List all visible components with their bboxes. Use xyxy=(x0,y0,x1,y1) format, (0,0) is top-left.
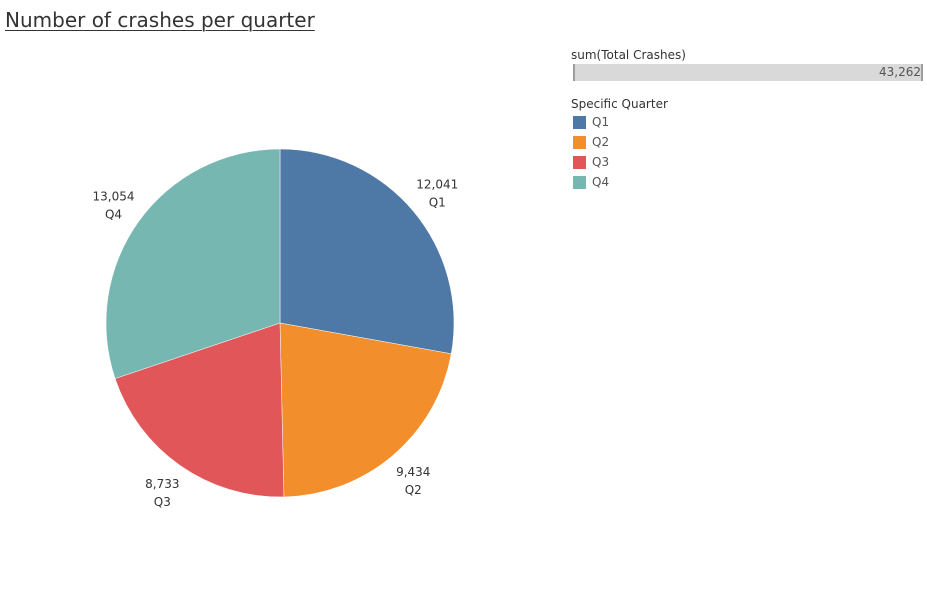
slice-category-label: Q2 xyxy=(405,483,422,497)
legend-swatch xyxy=(573,135,586,149)
legend-item-q2[interactable]: Q2 xyxy=(573,132,668,152)
slice-category-label: Q1 xyxy=(429,195,446,209)
slice-value-label: 9,434 xyxy=(396,465,430,479)
slice-category-label: Q3 xyxy=(154,495,171,509)
legend-swatch xyxy=(573,175,586,189)
pie-slice-q2[interactable] xyxy=(279,322,452,498)
size-legend: sum(Total Crashes) 43,262 xyxy=(571,47,925,81)
size-legend-bar: 43,262 xyxy=(573,64,923,81)
legend-label: Q2 xyxy=(592,135,610,149)
pie-slice-q1[interactable] xyxy=(279,148,455,355)
color-legend-items: Q1 Q2 Q3 Q4 xyxy=(571,112,668,192)
legend-item-q4[interactable]: Q4 xyxy=(573,172,668,192)
color-legend-title: Specific Quarter xyxy=(571,97,668,111)
pie-slices xyxy=(105,148,455,498)
legend-label: Q4 xyxy=(592,175,610,189)
size-legend-title: sum(Total Crashes) xyxy=(571,48,686,62)
chart-title: Number of crashes per quarter xyxy=(5,8,315,32)
slice-value-label: 8,733 xyxy=(145,477,179,491)
size-legend-total: 43,262 xyxy=(879,65,921,79)
pie-slice-q3[interactable] xyxy=(114,322,285,498)
pie-labels: 12,041 Q1 9,434 Q2 8,733 Q3 13,054 Q4 xyxy=(92,177,458,508)
legend-swatch xyxy=(573,155,586,169)
legend-label: Q3 xyxy=(592,155,610,169)
slice-value-label: 13,054 xyxy=(92,189,134,203)
legend-swatch xyxy=(573,115,586,129)
legend-item-q3[interactable]: Q3 xyxy=(573,152,668,172)
legend-item-q1[interactable]: Q1 xyxy=(573,112,668,132)
slice-category-label: Q4 xyxy=(105,207,122,221)
legend-label: Q1 xyxy=(592,115,610,129)
color-legend: Specific Quarter Q1 Q2 Q3 Q4 xyxy=(571,96,668,192)
pie-slice-q4[interactable] xyxy=(105,148,281,379)
slice-value-label: 12,041 xyxy=(416,177,458,191)
